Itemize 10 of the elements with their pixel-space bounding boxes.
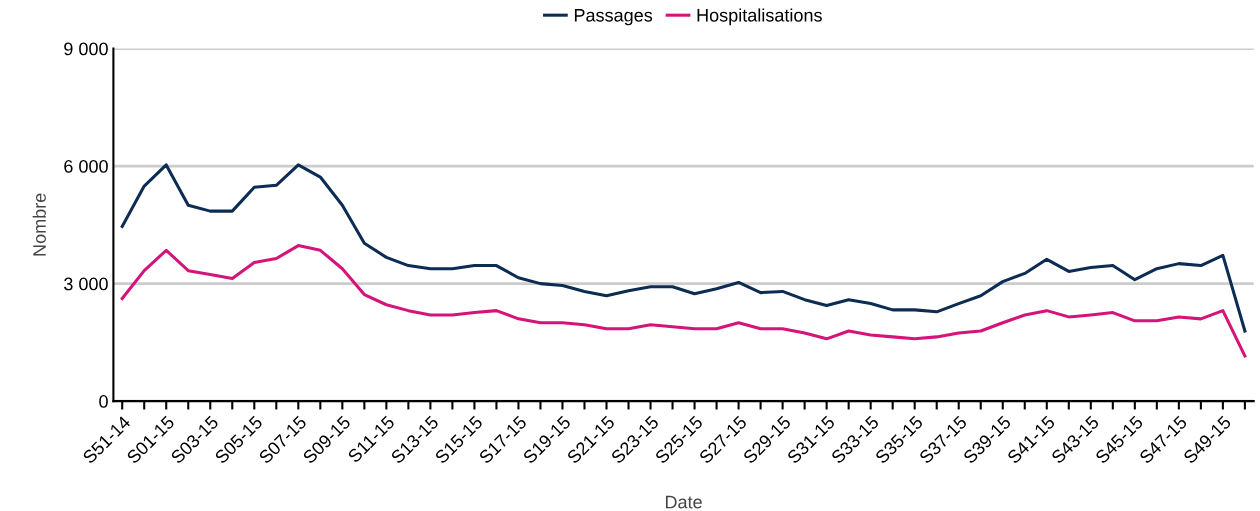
y-tick-label: 0 [99, 395, 108, 408]
x-axis-title: Date [665, 495, 702, 509]
y-tick-label: 3 000 [64, 277, 108, 291]
legend-label: Hospitalisations [697, 8, 822, 26]
y-axis-title: Nombre [32, 193, 46, 256]
y-tick-label: 9 000 [64, 42, 108, 56]
legend-label: Passages [574, 9, 653, 26]
y-tick-label: 6 000 [64, 160, 108, 173]
line-series [120, 163, 1247, 333]
line-series [120, 244, 1247, 358]
